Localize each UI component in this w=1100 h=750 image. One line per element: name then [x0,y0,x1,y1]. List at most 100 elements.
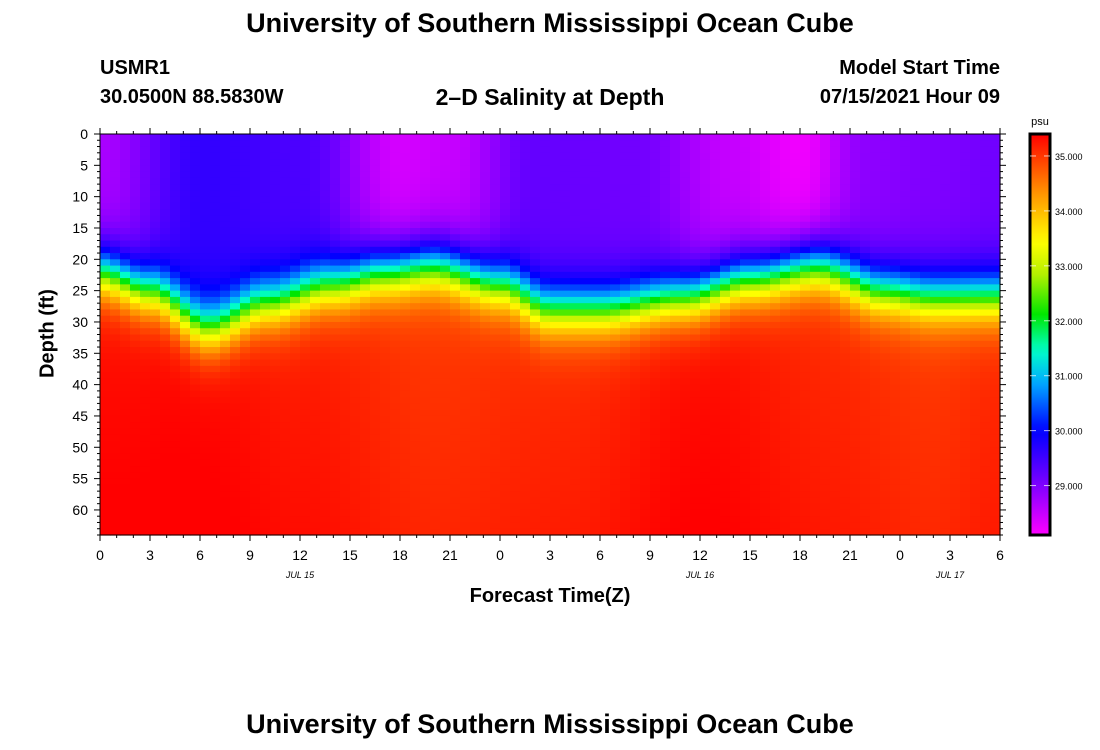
heatmap-cell [460,315,471,323]
heatmap-cell [390,215,401,223]
heatmap-cell [800,347,811,354]
heatmap-cell [240,334,251,342]
heatmap-cell [100,428,111,436]
heatmap-cell [440,459,451,467]
heatmap-cell [190,321,201,329]
heatmap-cell [260,459,271,467]
heatmap-cell [560,497,571,505]
heatmap-cell [360,271,371,279]
heatmap-cell [110,484,121,492]
heatmap-cell [650,334,661,342]
heatmap-cell [670,177,681,185]
heatmap-cell [130,390,141,398]
heatmap-cell [190,140,201,148]
heatmap-cell [500,202,511,210]
heatmap-cell [620,347,631,354]
heatmap-cell [250,140,261,148]
heatmap-cell [750,221,761,229]
heatmap-cell [710,234,721,242]
heatmap-cell [330,303,341,311]
heatmap-cell [730,271,741,279]
heatmap-cell [320,459,331,467]
heatmap-cell [330,491,341,499]
heatmap-cell [730,353,741,361]
heatmap-cell [320,415,331,423]
heatmap-cell [460,384,471,392]
heatmap-cell [190,215,201,223]
heatmap-cell [230,271,241,279]
heatmap-cell [810,528,821,536]
heatmap-cell [680,453,691,461]
heatmap-cell [190,246,201,254]
heatmap-cell [360,209,371,217]
heatmap-cell [680,227,691,235]
heatmap-cell [690,240,701,248]
heatmap-cell [580,340,591,348]
heatmap-cell [550,177,561,185]
heatmap-cell [440,497,451,505]
heatmap-cell [660,359,671,367]
heatmap-cell [490,152,501,160]
heatmap-cell [720,315,731,323]
heatmap-cell [530,259,541,267]
heatmap-cell [150,459,161,467]
heatmap-cell [670,441,681,448]
heatmap-cell [510,503,521,511]
heatmap-cell [540,227,551,235]
heatmap-cell [290,284,301,292]
heatmap-cell [570,196,581,204]
heatmap-cell [380,221,391,229]
heatmap-cell [550,434,561,442]
heatmap-cell [280,503,291,511]
heatmap-cell [750,328,761,336]
heatmap-cell [710,265,721,273]
heatmap-cell [770,340,781,348]
heatmap-cell [680,372,691,379]
heatmap-cell [100,246,111,254]
heatmap-cell [590,359,601,367]
heatmap-cell [420,202,431,210]
heatmap-cell [140,196,151,204]
heatmap-cell [830,390,841,398]
heatmap-cell [870,528,881,536]
heatmap-cell [270,240,281,248]
heatmap-cell [730,403,741,411]
heatmap-cell [820,497,831,505]
heatmap-cell [850,340,861,348]
heatmap-cell [400,265,411,273]
heatmap-cell [870,215,881,223]
heatmap-cell [790,246,801,254]
heatmap-cell [450,303,461,311]
heatmap-cell [180,478,191,486]
heatmap-cell [570,209,581,217]
heatmap-cell [540,184,551,191]
heatmap-cell [180,246,191,254]
heatmap-cell [300,447,311,455]
heatmap-cell [320,403,331,411]
heatmap-cell [820,265,831,273]
heatmap-cell [450,140,461,148]
heatmap-cell [830,303,841,311]
heatmap-cell [800,365,811,373]
heatmap-cell [420,378,431,386]
heatmap-cell [370,171,381,179]
heatmap-cell [540,253,551,260]
heatmap-cell [570,315,581,323]
heatmap-cell [450,134,461,141]
heatmap-cell [580,159,591,166]
heatmap-cell [390,265,401,273]
heatmap-cell [670,296,681,304]
heatmap-cell [770,303,781,311]
heatmap-cell [700,159,711,166]
heatmap-cell [480,334,491,342]
heatmap-cell [290,397,301,405]
heatmap-cell [130,466,141,473]
heatmap-cell [310,528,321,536]
heatmap-cell [120,321,131,329]
heatmap-cell [780,491,791,499]
heatmap-cell [120,353,131,361]
heatmap-cell [310,159,321,166]
heatmap-cell [270,403,281,411]
heatmap-cell [710,397,721,405]
heatmap-cell [330,497,341,505]
